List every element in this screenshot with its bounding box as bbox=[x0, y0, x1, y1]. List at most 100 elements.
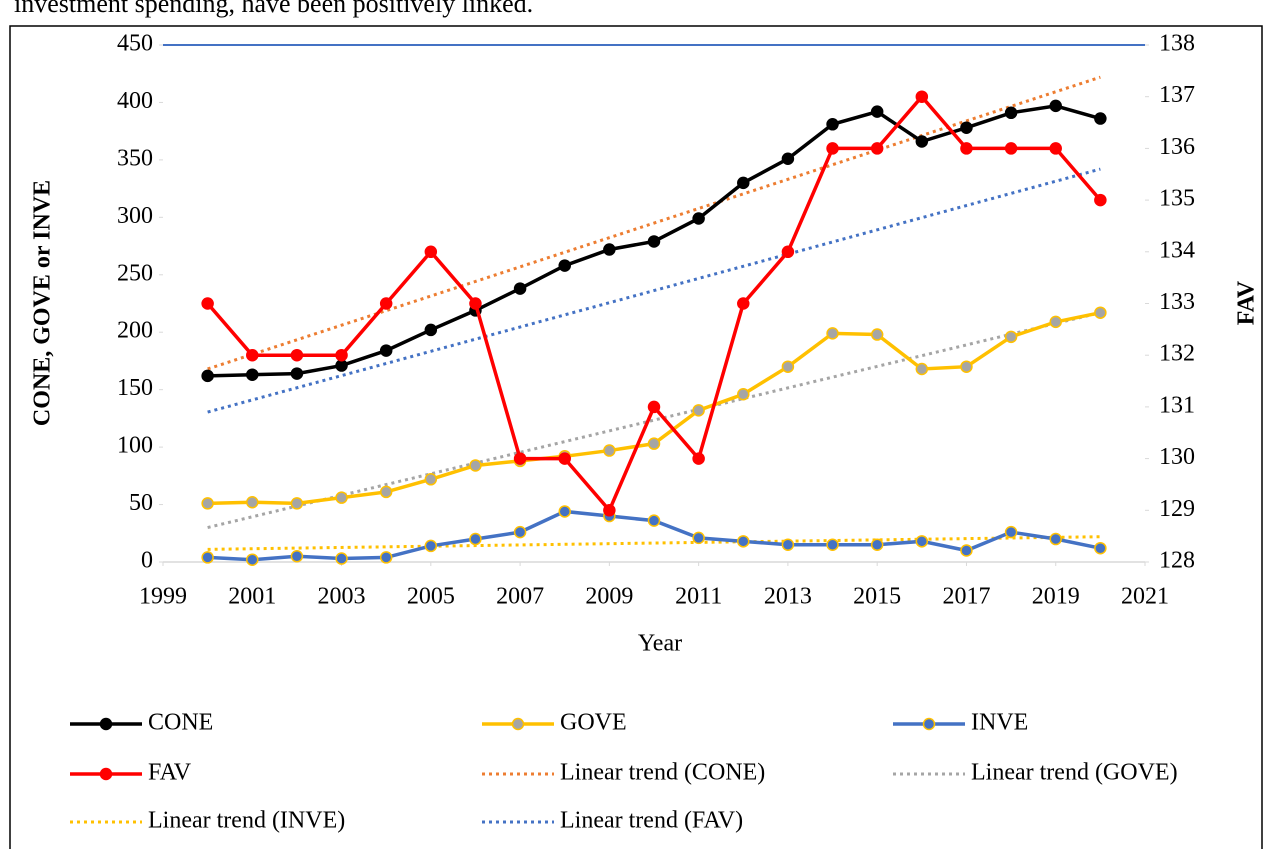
legend-label: INVE bbox=[971, 710, 1028, 736]
y-tick-label: 100 bbox=[117, 433, 153, 459]
data-point bbox=[246, 368, 259, 381]
data-point bbox=[246, 553, 259, 566]
x-tick-label: 2019 bbox=[1032, 584, 1080, 610]
legend-marker bbox=[922, 717, 936, 731]
x-tick-label: 2015 bbox=[853, 584, 901, 610]
y2-tick-label: 134 bbox=[1159, 237, 1195, 263]
y2-tick-label: 128 bbox=[1159, 548, 1195, 574]
data-point bbox=[692, 212, 705, 225]
data-point bbox=[647, 437, 661, 450]
data-point bbox=[915, 535, 929, 548]
data-point bbox=[781, 152, 795, 165]
trend-line bbox=[207, 167, 1101, 414]
data-point bbox=[1094, 541, 1107, 555]
data-point bbox=[1094, 112, 1107, 125]
y-axis-title: CONE, GOVE or INVE bbox=[30, 180, 56, 426]
legend-label: Linear trend (CONE) bbox=[560, 760, 765, 786]
data-point bbox=[424, 245, 438, 259]
x-axis-title: Year bbox=[638, 631, 682, 657]
data-point bbox=[201, 497, 214, 510]
legend-label: FAV bbox=[148, 760, 192, 786]
data-point bbox=[246, 496, 259, 509]
data-point bbox=[737, 535, 750, 548]
data-point bbox=[960, 142, 973, 155]
data-point bbox=[826, 142, 839, 155]
y2-tick-label: 137 bbox=[1159, 82, 1195, 108]
data-point bbox=[1049, 142, 1062, 155]
data-point bbox=[960, 360, 973, 373]
x-tick-label: 2013 bbox=[764, 584, 812, 610]
x-tick-label: 1999 bbox=[139, 584, 187, 610]
data-point bbox=[335, 348, 348, 362]
y2-tick-label: 136 bbox=[1159, 134, 1195, 160]
data-point bbox=[603, 504, 616, 517]
data-point bbox=[603, 243, 616, 256]
y2-tick-label: 130 bbox=[1159, 444, 1195, 470]
data-point bbox=[335, 359, 348, 372]
data-point bbox=[737, 297, 750, 310]
data-point bbox=[781, 245, 795, 259]
legend-label: Linear trend (GOVE) bbox=[971, 760, 1178, 786]
legend-label: GOVE bbox=[560, 710, 627, 736]
data-point bbox=[201, 297, 214, 310]
legend-label: CONE bbox=[148, 710, 213, 736]
data-point bbox=[379, 551, 393, 564]
x-tick-label: 2005 bbox=[407, 584, 455, 610]
legend-marker bbox=[99, 717, 113, 731]
legend-label: Linear trend (FAV) bbox=[560, 808, 743, 834]
data-point bbox=[469, 459, 482, 472]
x-tick-label: 2001 bbox=[228, 584, 276, 610]
legend-label: Linear trend (INVE) bbox=[148, 808, 345, 834]
y2-axis-title: FAV bbox=[1234, 280, 1260, 325]
x-tick-label: 2021 bbox=[1121, 584, 1169, 610]
data-point bbox=[915, 135, 929, 148]
data-point bbox=[1094, 306, 1107, 319]
data-point bbox=[647, 235, 661, 248]
data-point bbox=[647, 514, 661, 527]
data-point bbox=[915, 362, 929, 376]
y-tick-label: 50 bbox=[129, 490, 153, 516]
data-point bbox=[870, 142, 884, 155]
legend-marker bbox=[99, 767, 113, 781]
data-point bbox=[870, 105, 884, 118]
data-point bbox=[1049, 99, 1062, 113]
data-point bbox=[469, 532, 482, 546]
y2-tick-label: 129 bbox=[1159, 496, 1195, 522]
x-tick-label: 2017 bbox=[942, 584, 990, 610]
data-point bbox=[379, 297, 393, 310]
data-point bbox=[335, 552, 348, 565]
data-point bbox=[558, 505, 571, 518]
y2-tick-label: 133 bbox=[1159, 289, 1195, 315]
y-tick-label: 0 bbox=[141, 548, 153, 574]
data-point bbox=[469, 297, 482, 310]
data-point bbox=[379, 485, 393, 499]
y-tick-label: 450 bbox=[117, 31, 153, 57]
trend-line bbox=[207, 535, 1101, 551]
data-point bbox=[379, 344, 393, 357]
data-point bbox=[826, 118, 839, 131]
chart-frame bbox=[9, 25, 1263, 854]
y2-tick-label: 135 bbox=[1159, 186, 1195, 212]
y-tick-label: 300 bbox=[117, 203, 153, 229]
y-tick-label: 250 bbox=[117, 260, 153, 286]
data-point bbox=[424, 473, 438, 486]
data-point bbox=[692, 404, 705, 417]
data-point bbox=[290, 497, 304, 510]
data-point bbox=[290, 550, 304, 563]
y-tick-label: 400 bbox=[117, 88, 153, 114]
data-point bbox=[692, 531, 705, 545]
caption-text: investment spending, have been positivel… bbox=[14, 0, 533, 18]
data-point bbox=[201, 369, 214, 383]
y-tick-label: 150 bbox=[117, 375, 153, 401]
data-point bbox=[1004, 106, 1018, 120]
legend-marker bbox=[511, 717, 525, 731]
x-tick-label: 2003 bbox=[318, 584, 366, 610]
data-point bbox=[558, 259, 571, 272]
y-tick-label: 350 bbox=[117, 145, 153, 171]
data-point bbox=[781, 360, 795, 373]
data-point bbox=[513, 525, 527, 539]
data-point bbox=[737, 388, 750, 401]
x-tick-label: 2009 bbox=[585, 584, 633, 610]
x-tick-label: 2011 bbox=[675, 584, 722, 610]
